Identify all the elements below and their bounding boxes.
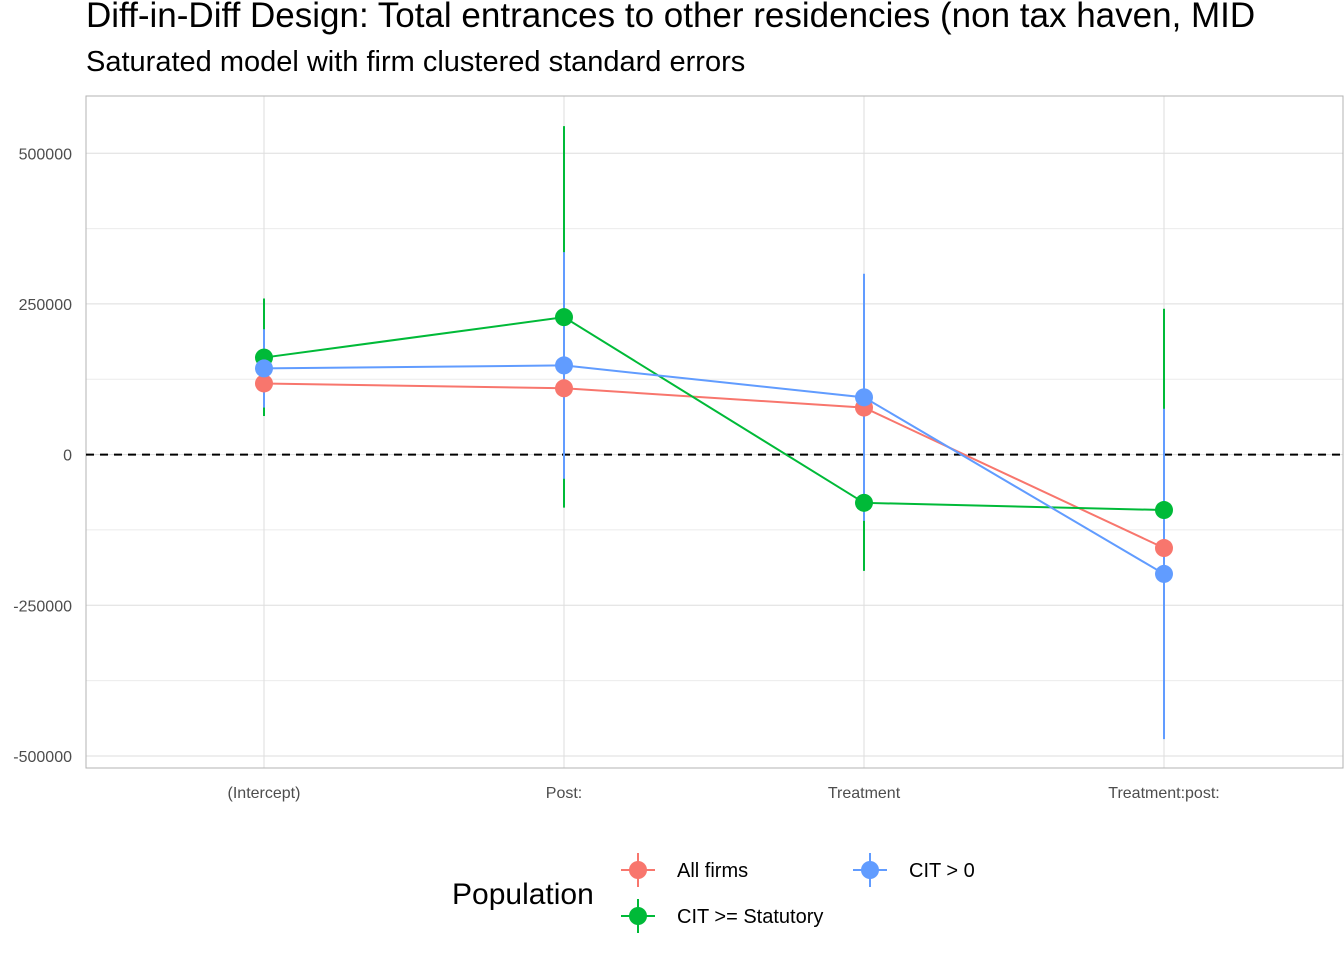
y-tick-label: -250000 bbox=[13, 598, 72, 615]
data-point bbox=[255, 374, 273, 393]
data-point bbox=[855, 388, 873, 407]
legend-item: All firms bbox=[621, 853, 748, 887]
y-axis-ticks: 500000 250000 0 -250000 -500000 bbox=[13, 146, 72, 766]
legend-label: CIT >= Statutory bbox=[677, 906, 823, 928]
legend-key-point bbox=[861, 861, 879, 879]
data-point bbox=[555, 308, 573, 327]
legend-title: Population bbox=[452, 878, 594, 911]
grid-major bbox=[86, 96, 1343, 768]
legend-key-point bbox=[629, 907, 647, 925]
x-tick-label: Treatment bbox=[828, 785, 901, 802]
data-point bbox=[1155, 501, 1173, 520]
series-lines bbox=[263, 316, 1165, 575]
data-point bbox=[555, 356, 573, 375]
error-bars bbox=[263, 126, 1165, 740]
series-line bbox=[263, 364, 1165, 575]
legend-label: CIT > 0 bbox=[909, 860, 975, 882]
y-tick-label: 500000 bbox=[19, 146, 72, 163]
data-point bbox=[255, 359, 273, 378]
points bbox=[255, 308, 1173, 583]
legend-key-point bbox=[629, 861, 647, 879]
x-tick-label: Post: bbox=[546, 785, 582, 802]
data-point bbox=[1155, 539, 1173, 558]
legend-label: All firms bbox=[677, 860, 748, 882]
y-tick-label: 250000 bbox=[19, 297, 72, 314]
series-line bbox=[263, 316, 1165, 512]
y-tick-label: 0 bbox=[63, 448, 72, 465]
panel-border bbox=[85, 95, 1344, 769]
x-tick-label: (Intercept) bbox=[228, 785, 301, 802]
legend: Population All firms CIT >= Statutory CIT >… bbox=[452, 853, 975, 933]
legend-item: CIT > 0 bbox=[853, 853, 975, 887]
chart-subtitle: Saturated model with firm clustered stan… bbox=[86, 46, 746, 78]
data-point bbox=[855, 493, 873, 512]
data-point bbox=[555, 379, 573, 398]
x-tick-label: Treatment:post: bbox=[1108, 785, 1219, 802]
chart-title: Diff-in-Diff Design: Total entrances to … bbox=[86, 0, 1256, 35]
series-line bbox=[263, 382, 1165, 549]
data-point bbox=[1155, 564, 1173, 583]
y-tick-label: -500000 bbox=[13, 749, 72, 766]
x-axis-ticks: (Intercept) Post: Treatment Treatment:post: bbox=[228, 785, 1220, 802]
grid-minor bbox=[86, 228, 1343, 682]
legend-item: CIT >= Statutory bbox=[621, 899, 823, 933]
